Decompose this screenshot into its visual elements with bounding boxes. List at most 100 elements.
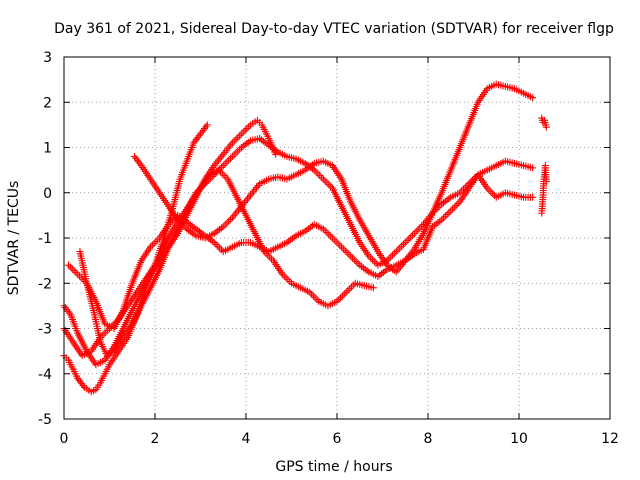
data-sample-marker — [154, 187, 162, 195]
data-sample-marker — [485, 186, 493, 194]
data-sample-marker — [221, 148, 229, 156]
data-point-marker — [219, 162, 227, 170]
data-sample-marker — [242, 197, 250, 205]
data-sample-marker — [223, 219, 231, 227]
data-sample-marker — [100, 372, 108, 380]
data-sample-marker — [284, 276, 292, 284]
data-sample-marker — [263, 140, 271, 148]
data-sample-marker — [243, 124, 251, 132]
data-sample-marker — [445, 209, 453, 217]
data-sample-marker — [446, 168, 454, 176]
data-sample-marker — [245, 123, 253, 131]
data-sample-marker — [150, 239, 158, 247]
data-sample-marker — [450, 203, 458, 211]
data-point-marker — [342, 288, 350, 296]
data-sample-marker — [154, 236, 162, 244]
data-sample-marker — [455, 146, 463, 154]
data-point-marker — [228, 139, 236, 147]
data-sample-marker — [68, 336, 76, 344]
data-sample-marker — [277, 268, 285, 276]
data-sample-marker — [337, 200, 345, 208]
data-sample-marker — [355, 237, 363, 245]
data-sample-marker — [227, 154, 235, 162]
data-sample-marker — [232, 149, 240, 157]
data-sample-marker — [368, 256, 376, 264]
data-sample-marker — [452, 201, 460, 209]
data-sample-marker — [313, 296, 321, 304]
y-tick-label: 0 — [43, 186, 52, 202]
data-sample-marker — [303, 287, 311, 295]
data-sample-marker — [316, 172, 324, 180]
data-sample-marker — [145, 245, 153, 253]
data-sample-marker — [336, 241, 344, 249]
data-sample-marker — [398, 242, 406, 250]
data-sample-marker — [224, 145, 232, 153]
data-sample-marker — [355, 214, 363, 222]
data-sample-marker — [172, 214, 180, 222]
data-sample-marker — [182, 209, 190, 217]
data-sample-marker — [136, 304, 144, 312]
data-sample-marker — [449, 205, 457, 213]
data-sample-marker — [208, 237, 216, 245]
data-sample-marker — [256, 119, 264, 127]
x-tick-label: 4 — [242, 431, 251, 447]
data-sample-marker — [217, 224, 225, 232]
data-sample-marker — [339, 245, 347, 253]
data-sample-marker — [85, 348, 93, 356]
data-sample-marker — [517, 193, 525, 201]
data-point-marker — [410, 229, 418, 237]
data-point-marker — [319, 175, 327, 183]
data-sample-marker — [199, 182, 207, 190]
data-sample-marker — [235, 240, 243, 248]
data-sample-marker — [436, 217, 444, 225]
data-sample-marker — [230, 151, 238, 159]
data-point-marker — [347, 252, 355, 260]
data-sample-marker — [348, 283, 356, 291]
data-sample-marker — [367, 254, 375, 262]
x-tick-label: 12 — [601, 431, 619, 447]
data-sample-marker — [372, 259, 380, 267]
data-sample-marker — [221, 160, 229, 168]
data-sample-marker — [66, 263, 74, 271]
data-sample-marker — [212, 240, 220, 248]
data-sample-marker — [175, 177, 183, 185]
data-sample-marker — [367, 283, 375, 291]
data-sample-marker — [508, 159, 516, 167]
x-tick-label: 10 — [510, 431, 528, 447]
data-sample-marker — [251, 118, 259, 126]
data-sample-marker — [216, 154, 224, 162]
data-sample-marker — [96, 336, 104, 344]
data-sample-marker — [241, 209, 249, 217]
data-sample-marker — [189, 141, 197, 149]
data-sample-marker — [299, 167, 307, 175]
data-point-marker — [228, 214, 236, 222]
data-sample-marker — [499, 190, 507, 198]
data-sample-marker — [68, 265, 76, 273]
data-sample-marker — [190, 230, 198, 238]
data-sample-marker — [281, 175, 289, 183]
data-point-marker — [447, 207, 455, 215]
data-sample-marker — [253, 135, 261, 143]
data-sample-marker — [286, 277, 294, 285]
data-sample-marker — [409, 231, 417, 239]
data-sample-marker — [118, 327, 126, 335]
data-sample-marker — [280, 272, 288, 280]
data-sample-marker — [254, 182, 262, 190]
data-point-marker — [338, 243, 346, 251]
data-sample-marker — [267, 255, 275, 263]
data-point-marker — [392, 248, 400, 256]
data-sample-marker — [253, 183, 261, 191]
data-series — [60, 80, 550, 396]
data-sample-marker — [358, 281, 366, 289]
data-sample-marker — [473, 100, 481, 108]
data-sample-marker — [281, 151, 289, 159]
data-sample-marker — [225, 217, 233, 225]
data-sample-marker — [266, 137, 274, 145]
data-point-marker — [65, 261, 73, 269]
data-sample-marker — [490, 81, 498, 89]
data-sample-marker — [79, 382, 87, 390]
data-sample-marker — [137, 259, 145, 267]
data-sample-marker — [77, 350, 85, 358]
data-sample-marker — [416, 224, 424, 232]
data-sample-marker — [208, 231, 216, 239]
